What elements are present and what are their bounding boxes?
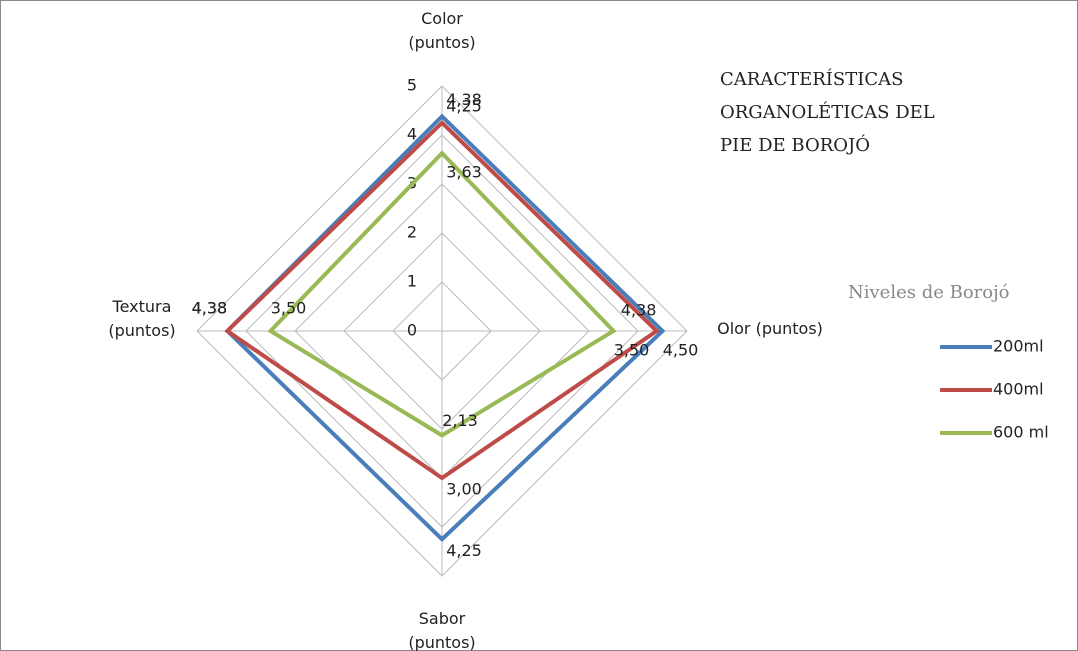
legend-title: Niveles de Borojó — [848, 282, 1010, 303]
value-label: 4,38 — [446, 90, 482, 109]
legend-label: 400ml — [993, 380, 1044, 399]
legend-label: 200ml — [993, 337, 1044, 356]
r-tick-label: 0 — [407, 321, 417, 340]
value-label: 4,38 — [621, 301, 657, 320]
r-tick-label: 4 — [407, 125, 417, 144]
chart-title: ORGANOLÉTICAS DEL — [720, 100, 935, 123]
chart-title: PIE DE BOROJÓ — [720, 133, 870, 156]
value-label: 4,25 — [446, 96, 482, 115]
series-line — [267, 150, 617, 438]
category-label: Sabor (puntos) — [408, 609, 475, 651]
chart-title: CARACTERÍSTICAS — [720, 67, 903, 90]
r-tick-label: 1 — [407, 272, 417, 291]
legend-label: 600 ml — [993, 423, 1049, 442]
series-line — [224, 119, 660, 481]
r-tick-label: 5 — [407, 76, 417, 95]
category-label: Color (puntos) — [408, 9, 475, 52]
value-label: 4,25 — [446, 541, 482, 560]
category-label: Textura (puntos) — [108, 297, 175, 340]
value-label: 2,13 — [442, 411, 478, 430]
r-tick-label: 2 — [407, 223, 417, 242]
value-label: 3,00 — [446, 480, 482, 499]
value-label: 3,50 — [614, 341, 650, 360]
value-label: 4,38 — [192, 299, 228, 318]
value-label: 3,63 — [446, 163, 482, 182]
category-label: Olor (puntos) — [717, 319, 823, 338]
value-label: 4,50 — [663, 341, 699, 360]
value-label: 3,50 — [271, 299, 307, 318]
value-label: 4,38 — [192, 299, 228, 318]
